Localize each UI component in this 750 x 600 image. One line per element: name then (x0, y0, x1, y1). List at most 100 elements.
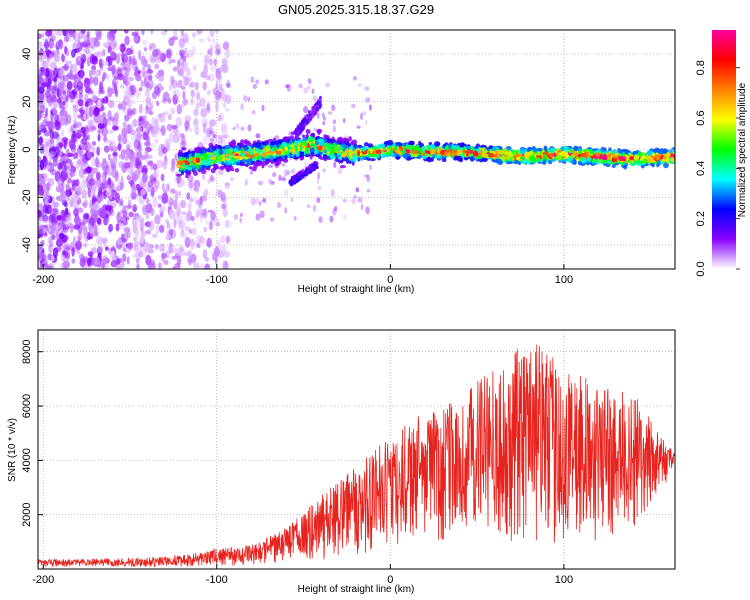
noise-speck (109, 255, 117, 261)
noise-speck (93, 40, 97, 46)
noise-speck (204, 75, 211, 81)
noise-speck (83, 161, 89, 169)
noise-speck (127, 87, 132, 99)
ridge-speck (193, 171, 198, 176)
noise-speck (84, 86, 92, 94)
noise-speck (322, 121, 326, 126)
noise-speck (48, 243, 53, 254)
noise-speck (186, 255, 192, 264)
noise-speck (148, 220, 155, 231)
noise-speck (45, 107, 49, 118)
noise-speck (38, 86, 45, 94)
noise-speck (210, 210, 216, 222)
noise-speck (224, 107, 231, 113)
noise-speck (195, 91, 201, 101)
noise-speck (128, 211, 134, 218)
noise-speck (313, 127, 317, 131)
noise-speck (80, 41, 87, 47)
noise-speck (134, 244, 139, 252)
noise-speck (102, 257, 108, 264)
ridge-speck (176, 173, 182, 177)
noise-speck (45, 191, 51, 202)
noise-speck (280, 177, 287, 181)
ridge-speck (607, 160, 611, 164)
noise-speck (196, 30, 203, 35)
noise-speck (162, 130, 166, 136)
noise-speck (129, 159, 137, 170)
noise-speck (182, 90, 186, 100)
noise-speck (269, 217, 275, 222)
ridge-speck (488, 153, 494, 158)
noise-speck (183, 75, 190, 87)
noise-speck (258, 200, 262, 207)
noise-speck (52, 76, 58, 82)
noise-speck (193, 121, 200, 128)
noise-speck (149, 42, 156, 50)
noise-speck (191, 45, 197, 55)
noise-speck (48, 265, 53, 269)
noise-speck (118, 154, 124, 159)
ridge-speck (492, 147, 497, 152)
noise-speck (63, 235, 70, 241)
noise-speck (131, 31, 139, 37)
noise-speck (101, 112, 106, 119)
noise-speck (39, 259, 47, 267)
noise-speck (120, 62, 126, 67)
noise-speck (58, 92, 63, 100)
noise-speck (163, 259, 169, 265)
noise-speck (79, 161, 85, 169)
noise-speck (138, 127, 143, 134)
noise-speck (178, 245, 185, 253)
noise-speck (72, 236, 77, 244)
noise-speck (209, 119, 217, 127)
noise-speck (196, 234, 204, 244)
noise-speck (91, 65, 97, 76)
noise-speck (150, 160, 154, 171)
noise-speck (180, 52, 184, 60)
noise-speck (365, 206, 370, 215)
noise-speck (181, 73, 185, 79)
noise-speck (129, 84, 137, 96)
noise-speck (61, 179, 65, 190)
noise-speck (79, 258, 86, 268)
noise-speck (252, 83, 258, 90)
noise-speck (135, 183, 140, 191)
ridge-speck (542, 158, 547, 165)
noise-speck (107, 177, 112, 186)
noise-speck (63, 63, 69, 72)
noise-speck (215, 83, 218, 89)
noise-speck (122, 253, 127, 263)
noise-speck (115, 223, 120, 232)
ridge-speck (300, 141, 304, 146)
ridge-speck (498, 146, 503, 150)
noise-speck (181, 100, 186, 108)
noise-speck (203, 189, 208, 195)
noise-speck (224, 182, 230, 186)
noise-speck (142, 207, 149, 212)
noise-speck (45, 177, 50, 182)
noise-speck (171, 79, 178, 89)
noise-speck (191, 227, 197, 236)
noise-speck (203, 226, 208, 233)
noise-speck (48, 53, 53, 60)
ridge-speck (515, 160, 519, 164)
noise-speck (172, 94, 179, 105)
noise-speck (217, 168, 224, 176)
noise-speck (168, 37, 175, 47)
noise-speck (157, 261, 163, 269)
noise-speck (76, 199, 82, 205)
noise-speck (138, 103, 143, 114)
noise-speck (139, 86, 143, 92)
noise-speck (66, 152, 74, 158)
noise-speck (101, 118, 109, 124)
noise-speck (38, 82, 42, 93)
noise-speck (63, 115, 68, 126)
ridge-speck (317, 130, 321, 136)
noise-speck (71, 81, 77, 88)
ridge-speck (309, 139, 313, 143)
noise-speck (176, 59, 181, 70)
noise-speck (269, 180, 275, 185)
noise-speck (70, 124, 75, 133)
noise-speck (51, 213, 57, 223)
noise-speck (77, 159, 82, 165)
